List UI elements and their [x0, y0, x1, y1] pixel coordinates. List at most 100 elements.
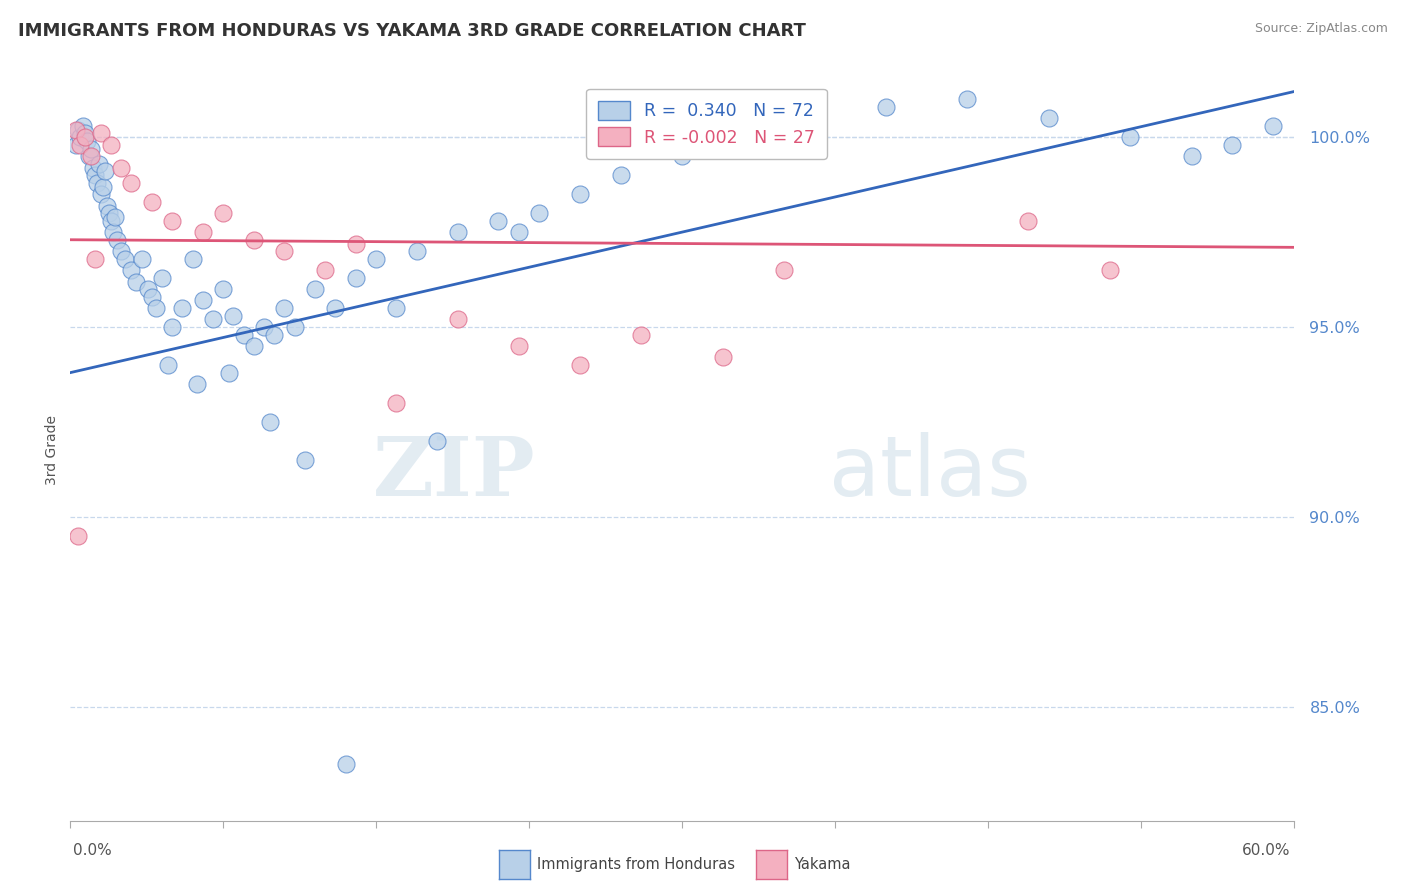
- Point: [98, 206, 121, 220]
- Text: atlas: atlas: [828, 432, 1031, 513]
- Point: [77, 149, 100, 163]
- Point: [508, 225, 530, 239]
- Point: [136, 282, 159, 296]
- Point: [65, 137, 87, 152]
- Point: [366, 252, 388, 266]
- Point: [304, 282, 326, 296]
- Point: [73, 130, 96, 145]
- Point: [1018, 213, 1040, 227]
- Point: [711, 351, 734, 365]
- Point: [323, 301, 347, 315]
- Text: IMMIGRANTS FROM HONDURAS VS YAKAMA 3RD GRADE CORRELATION CHART: IMMIGRANTS FROM HONDURAS VS YAKAMA 3RD G…: [18, 22, 806, 40]
- Point: [124, 275, 146, 289]
- Text: ZIP: ZIP: [373, 433, 536, 513]
- Point: [956, 92, 979, 106]
- Point: [385, 396, 408, 410]
- Point: [186, 377, 208, 392]
- Point: [83, 168, 105, 182]
- Point: [335, 756, 357, 771]
- Point: [73, 127, 96, 141]
- Point: [232, 327, 254, 342]
- Point: [94, 164, 117, 178]
- Point: [121, 176, 143, 190]
- Point: [90, 127, 112, 141]
- Point: [172, 301, 194, 315]
- Point: [406, 244, 429, 259]
- Point: [212, 282, 235, 296]
- Point: [100, 213, 122, 227]
- Point: [793, 112, 815, 126]
- Point: [294, 453, 316, 467]
- Point: [162, 213, 183, 227]
- Point: [191, 293, 214, 308]
- Point: [191, 225, 214, 239]
- Point: [65, 122, 87, 136]
- Point: [630, 327, 652, 342]
- Point: [671, 149, 693, 163]
- Point: [101, 225, 124, 239]
- Point: [181, 252, 204, 266]
- Point: [79, 142, 103, 156]
- Point: [218, 366, 240, 380]
- Point: [273, 301, 295, 315]
- Point: [67, 122, 90, 136]
- Text: Yakama: Yakama: [794, 857, 851, 871]
- Point: [773, 263, 796, 277]
- Point: [90, 187, 112, 202]
- Point: [141, 194, 163, 209]
- Point: [1220, 137, 1243, 152]
- Point: [157, 358, 180, 372]
- Point: [162, 320, 183, 334]
- Point: [86, 176, 108, 190]
- Point: [212, 206, 235, 220]
- Point: [67, 529, 90, 543]
- Point: [488, 213, 510, 227]
- Point: [344, 270, 367, 285]
- Point: [1099, 263, 1122, 277]
- Point: [104, 210, 127, 224]
- Point: [529, 206, 551, 220]
- Point: [141, 290, 163, 304]
- Point: [447, 225, 470, 239]
- Point: [568, 358, 592, 372]
- Point: [91, 179, 114, 194]
- Text: 60.0%: 60.0%: [1243, 843, 1291, 858]
- Point: [259, 415, 281, 429]
- Point: [121, 263, 143, 277]
- Point: [131, 252, 153, 266]
- Point: [243, 233, 266, 247]
- Point: [83, 252, 105, 266]
- Point: [263, 327, 285, 342]
- Point: [875, 100, 897, 114]
- Point: [110, 244, 132, 259]
- Point: [79, 149, 103, 163]
- Point: [100, 137, 122, 152]
- Point: [284, 320, 307, 334]
- Point: [1119, 130, 1142, 145]
- Point: [314, 263, 336, 277]
- Point: [1038, 112, 1060, 126]
- Point: [202, 312, 225, 326]
- Point: [568, 187, 592, 202]
- Point: [72, 119, 94, 133]
- Text: 0.0%: 0.0%: [73, 843, 112, 858]
- Legend: R =  0.340   N = 72, R = -0.002   N = 27: R = 0.340 N = 72, R = -0.002 N = 27: [586, 89, 827, 159]
- Point: [1263, 119, 1285, 133]
- Point: [610, 168, 633, 182]
- Point: [82, 161, 104, 175]
- Point: [105, 233, 128, 247]
- Point: [69, 130, 91, 145]
- Point: [426, 434, 449, 448]
- Text: Source: ZipAtlas.com: Source: ZipAtlas.com: [1254, 22, 1388, 36]
- Point: [344, 236, 367, 251]
- Y-axis label: 3rd Grade: 3rd Grade: [45, 416, 59, 485]
- Point: [1181, 149, 1204, 163]
- Point: [508, 339, 530, 353]
- Point: [96, 198, 118, 212]
- Point: [110, 161, 132, 175]
- Point: [385, 301, 408, 315]
- Point: [76, 134, 98, 148]
- Text: Immigrants from Honduras: Immigrants from Honduras: [537, 857, 735, 871]
- Point: [222, 309, 245, 323]
- Point: [253, 320, 276, 334]
